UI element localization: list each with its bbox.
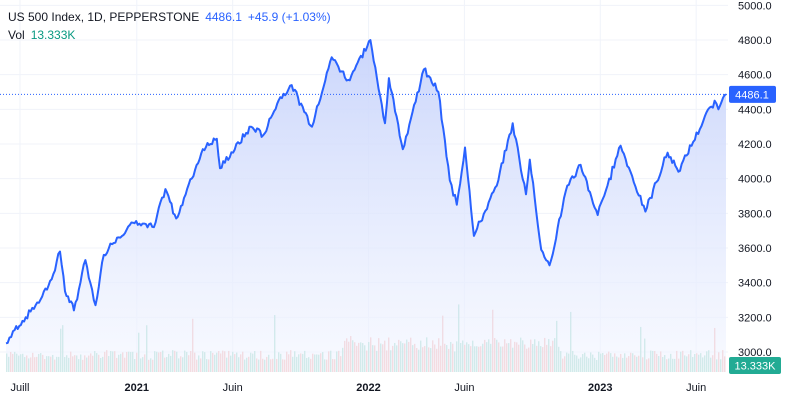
volume-badge-bg bbox=[729, 357, 781, 374]
symbol-label[interactable]: US 500 Index, 1D, PEPPERSTONE bbox=[8, 10, 200, 24]
legend-symbol-row: US 500 Index, 1D, PEPPERSTONE 4486.1 +45… bbox=[8, 8, 331, 26]
legend-volume-row: Vol 13.333K bbox=[8, 26, 331, 44]
price-tick-label: 4600.0 bbox=[738, 70, 772, 82]
chart-legend: US 500 Index, 1D, PEPPERSTONE 4486.1 +45… bbox=[8, 8, 331, 44]
price-badge-text: 4486.1 bbox=[735, 89, 769, 101]
time-tick-label: Juin bbox=[223, 382, 243, 394]
price-axis-labels: 3000.0 3200.0 3400.0 3600.0 3800.0 4000.0 4200… bbox=[738, 0, 772, 359]
volume-value: 13.333K bbox=[30, 28, 76, 42]
price-badge-bg bbox=[729, 85, 776, 103]
time-tick-label: 2022 bbox=[356, 382, 380, 394]
price-tick-label: 3400.0 bbox=[738, 278, 772, 290]
last-price: 4486.1 bbox=[205, 10, 242, 24]
price-tick-label: 4800.0 bbox=[738, 35, 772, 47]
price-area-fill bbox=[6, 40, 726, 372]
volume-badge: 13.333K bbox=[729, 357, 781, 374]
time-tick-label: 2021 bbox=[125, 382, 149, 394]
time-axis-labels: Juill 2021 Juin 2022 Juin 2023 Juin bbox=[10, 382, 706, 394]
price-badge: 4486.1 bbox=[729, 85, 776, 103]
price-tick-label: 4000.0 bbox=[738, 174, 772, 186]
volume-label[interactable]: Vol bbox=[8, 28, 25, 42]
price-change: +45.9 (+1.03%) bbox=[247, 10, 331, 24]
time-tick-label: Juill bbox=[10, 382, 29, 394]
price-tick-label: 3600.0 bbox=[738, 243, 772, 255]
price-tick-label: 4400.0 bbox=[738, 104, 772, 116]
price-line[interactable] bbox=[5, 39, 727, 345]
price-tick-label: 3200.0 bbox=[738, 312, 772, 324]
time-tick-label: Juin bbox=[686, 382, 706, 394]
price-tick-label: 3000.0 bbox=[738, 347, 772, 359]
price-tick-label: 5000.0 bbox=[738, 0, 772, 12]
time-tick-label: Juin bbox=[454, 382, 474, 394]
price-tick-label: 3800.0 bbox=[738, 208, 772, 220]
price-tick-label: 4200.0 bbox=[738, 139, 772, 151]
price-axis[interactable] bbox=[728, 0, 789, 407]
volume-badge-text: 13.333K bbox=[735, 361, 777, 373]
time-tick-label: 2023 bbox=[588, 382, 612, 394]
